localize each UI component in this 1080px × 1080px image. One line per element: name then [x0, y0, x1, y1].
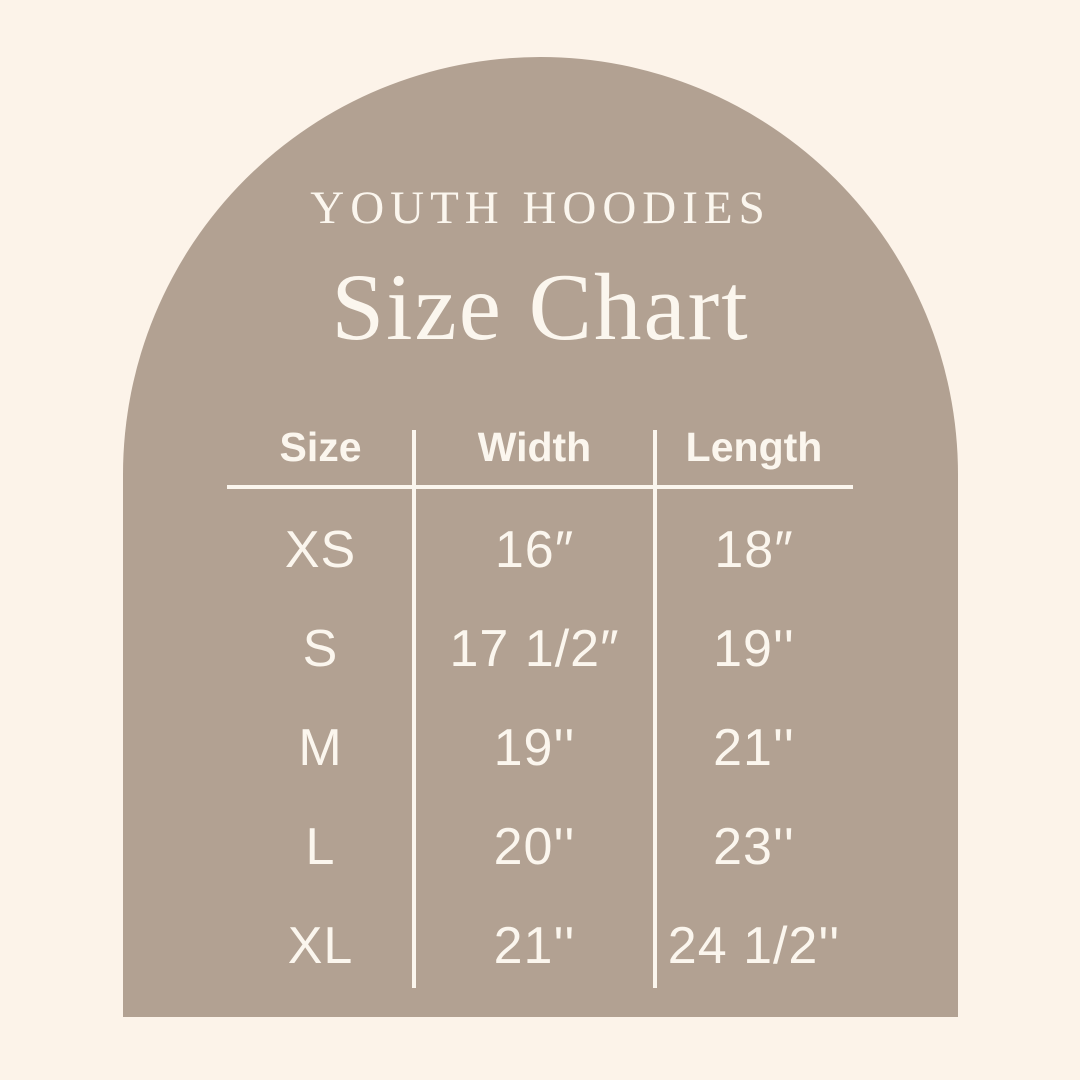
column-header-size: Size: [279, 424, 362, 470]
table-header-row: Size Width Length: [227, 424, 853, 470]
column-divider-line-2: [653, 430, 657, 988]
table-row: L 20'' 23'': [227, 797, 853, 896]
table-row: XL 21'' 24 1/2'': [227, 896, 853, 995]
size-cell: L: [305, 817, 336, 876]
page-title: Size Chart: [331, 254, 750, 360]
size-cell: S: [302, 619, 339, 678]
length-cell: 19'': [713, 619, 795, 678]
size-table: XS 16″ 18″ S 17 1/2″ 19'' M 19'' 21'' L …: [227, 500, 853, 995]
column-divider-line-1: [412, 430, 416, 988]
table-row: XS 16″ 18″: [227, 500, 853, 599]
size-cell: XL: [287, 916, 354, 975]
column-header-width: Width: [477, 424, 592, 470]
category-title: YOUTH HOODIES: [310, 182, 771, 234]
size-cell: XS: [284, 520, 357, 579]
width-cell: 17 1/2″: [449, 619, 620, 678]
width-cell: 20'': [493, 817, 576, 876]
length-cell: 21'': [713, 718, 795, 777]
arch-panel: YOUTH HOODIES Size Chart Size Width Leng…: [123, 57, 958, 1017]
column-header-length: Length: [685, 424, 823, 470]
length-cell: 18″: [714, 520, 794, 579]
size-cell: M: [298, 718, 343, 777]
table-row: S 17 1/2″ 19'': [227, 599, 853, 698]
length-cell: 24 1/2'': [667, 916, 841, 975]
width-cell: 16″: [494, 520, 575, 579]
width-cell: 21'': [493, 916, 576, 975]
length-cell: 23'': [713, 817, 795, 876]
width-cell: 19'': [493, 718, 576, 777]
table-row: M 19'' 21'': [227, 698, 853, 797]
header-divider-line: [227, 485, 853, 489]
